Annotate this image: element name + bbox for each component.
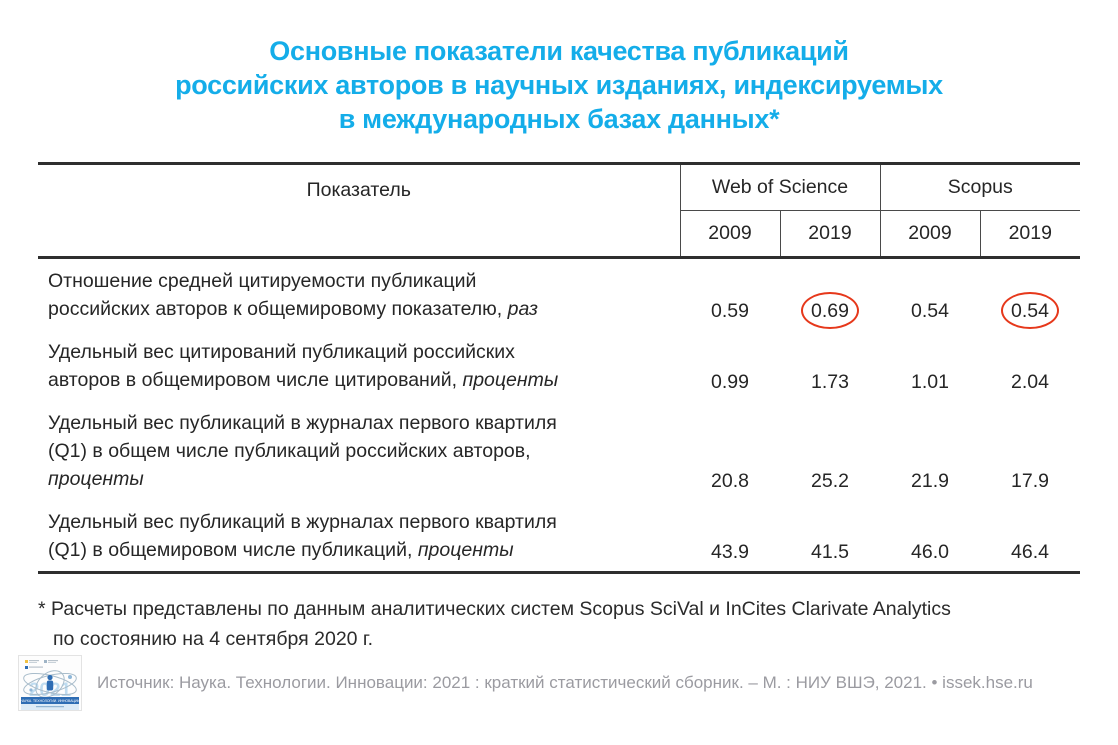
page-title-line-3: в международных базах данных* [338,104,780,134]
table-row-q1-share-russian: Удельный вес публикаций в журналах перво… [38,401,1080,500]
cell-value: 0.59 [711,300,749,322]
cell-value: 17.9 [1011,470,1049,492]
cell-value: 1.73 [811,371,849,393]
footnote-line-1: * Расчеты представлены по данным аналити… [38,598,951,620]
footnote: * Расчеты представлены по данным аналити… [38,594,1118,654]
table-row-citation-ratio: Отношение средней цитируемости публикаци… [38,258,1080,331]
row-unit: раз [507,298,538,320]
col-group-scopus: Scopus [880,163,1081,211]
cell-value-circled: 0.54 [980,258,1080,331]
cell-value: 25.2 [811,470,849,492]
source-text: Источник: Наука. Технологии. Инновации: … [97,673,1033,692]
row-label: Отношение средней цитируемости публикаци… [48,270,538,320]
page-title-line-2: российских авторов в научных изданиях, и… [175,70,943,100]
col-header-indicator: Показатель [38,163,681,259]
highlight-circle: 0.54 [1011,300,1049,322]
page-title: Основные показатели качества публикаций … [0,34,1118,136]
cell-value: 20.8 [711,470,749,492]
col-header-wos-2019: 2019 [780,210,881,259]
indicators-table-container: Показатель Web of Science Scopus 2009 20… [38,162,1118,574]
footer: 2021 НАУКА. ТЕХНОЛОГИИ. ИННОВАЦИИ Источн… [18,655,1033,711]
cell-value: 1.01 [911,371,949,393]
col-header-wos-2009: 2009 [680,210,781,259]
col-header-scopus-2019: 2019 [980,210,1081,259]
cell-value: 2.04 [1011,371,1049,393]
row-unit: проценты [462,369,559,391]
footnote-line-2: по состоянию на 4 сентября 2020 г. [53,628,374,650]
indicators-table: Показатель Web of Science Scopus 2009 20… [38,162,1081,574]
cell-value: 41.5 [811,541,849,563]
atom-orbit [23,672,77,696]
cell-value: 0.54 [911,300,949,322]
cell-value: 43.9 [711,541,749,563]
highlight-circle: 0.69 [811,300,849,322]
cell-value: 46.0 [911,541,949,563]
col-group-web-of-science: Web of Science [680,163,881,211]
table-row-q1-share-world: Удельный вес публикаций в журналах перво… [38,500,1080,573]
row-label: Удельный вес цитирований публикаций росс… [48,341,559,391]
cell-value: 0.99 [711,371,749,393]
brochure-cover-logo: 2021 НАУКА. ТЕХНОЛОГИИ. ИННОВАЦИИ [18,655,82,711]
page-title-line-1: Основные показатели качества публикаций [269,36,849,66]
logo-series-text: НАУКА. ТЕХНОЛОГИИ. ИННОВАЦИИ [20,699,80,703]
row-unit: проценты [48,468,144,490]
cell-value: 46.4 [1011,541,1049,563]
row-label: Удельный вес публикаций в журналах перво… [48,511,557,561]
cell-value: 21.9 [911,470,949,492]
atom-electron [68,675,72,679]
cell-value-circled: 0.69 [780,258,880,331]
atom-nucleus [47,674,53,681]
row-unit: проценты [417,539,514,561]
table-row-citation-share: Удельный вес цитирований публикаций росс… [38,330,1080,401]
logo-banner [21,697,79,704]
row-label: Удельный вес публикаций в журналах перво… [48,412,557,490]
col-header-scopus-2009: 2009 [880,210,981,259]
emblem-dot [25,660,28,663]
